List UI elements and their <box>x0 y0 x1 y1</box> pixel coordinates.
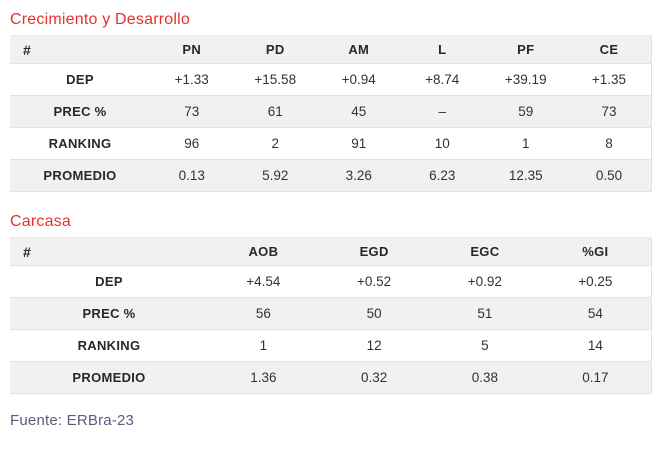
cell: 1.36 <box>250 370 277 385</box>
crecimiento-table: # PN PD AM L PF CE DEP +1.33 +15.58 +0.9… <box>10 35 652 192</box>
cell: 14 <box>587 338 603 353</box>
cell: 1 <box>259 338 268 353</box>
column-header-egd: EGD <box>318 237 430 266</box>
cell: 1 <box>521 136 530 151</box>
cell: 0.13 <box>178 168 205 183</box>
cell: – <box>438 104 446 119</box>
table-row-ranking: RANKING 1 12 5 14 <box>10 330 651 362</box>
cell: +0.92 <box>467 274 502 289</box>
row-label: RANKING <box>77 338 141 353</box>
cell: 91 <box>351 136 367 151</box>
section-title-crecimiento: Crecimiento y Desarrollo <box>10 11 190 28</box>
table-row-promedio: PROMEDIO 0.13 5.92 3.26 6.23 12.35 0.50 <box>10 159 651 192</box>
table-header-row: # PN PD AM L PF CE <box>10 35 651 64</box>
column-header-am: AM <box>317 35 401 64</box>
cell: 45 <box>351 104 367 119</box>
cell: 96 <box>184 136 200 151</box>
row-label: DEP <box>66 72 94 87</box>
cell: +15.58 <box>254 72 297 87</box>
table-row-dep: DEP +1.33 +15.58 +0.94 +8.74 +39.19 +1.3… <box>10 64 651 96</box>
cell: +0.25 <box>578 274 613 289</box>
column-header-pd: PD <box>233 35 317 64</box>
cell: 5.92 <box>262 168 289 183</box>
row-label: PREC % <box>82 306 136 321</box>
cell: 61 <box>267 104 283 119</box>
column-header-aob: AOB <box>208 237 319 266</box>
column-header-egc: EGC <box>429 237 541 266</box>
cell: 6.23 <box>429 168 456 183</box>
cell: 12 <box>366 338 382 353</box>
table-row-ranking: RANKING 96 2 91 10 1 8 <box>10 128 651 160</box>
cell: 54 <box>587 306 603 321</box>
row-label: RANKING <box>48 136 112 151</box>
row-label: PROMEDIO <box>43 168 117 183</box>
cell: 50 <box>366 306 382 321</box>
report-page: Crecimiento y Desarrollo # PN PD AM L PF… <box>10 11 652 429</box>
cell: 0.32 <box>360 370 388 385</box>
row-label: PROMEDIO <box>72 370 146 385</box>
column-header-pf: PF <box>484 35 568 64</box>
cell: 59 <box>518 104 534 119</box>
cell: +8.74 <box>425 72 460 87</box>
cell: 73 <box>601 104 617 119</box>
table-row-prec: PREC % 56 50 51 54 <box>10 297 651 330</box>
table-header-row: # AOB EGD EGC %GI <box>10 237 651 266</box>
cell: 8 <box>605 136 613 151</box>
cell: +1.35 <box>591 72 627 87</box>
cell: 73 <box>184 104 200 119</box>
cell: 5 <box>481 338 489 353</box>
carcasa-table: # AOB EGD EGC %GI DEP +4.54 +0.52 +0.92 … <box>10 237 652 394</box>
row-label: PREC % <box>53 104 107 119</box>
cell: +39.19 <box>504 72 547 87</box>
cell: 12.35 <box>508 168 543 183</box>
section-title-carcasa: Carcasa <box>10 213 71 230</box>
column-header-pn: PN <box>150 35 234 64</box>
table-row-prec: PREC % 73 61 45 – 59 73 <box>10 95 651 128</box>
cell: 0.50 <box>595 168 623 183</box>
table-row-dep: DEP +4.54 +0.52 +0.92 +0.25 <box>10 266 651 298</box>
cell: 0.38 <box>471 370 499 385</box>
corner-header: # <box>10 35 150 64</box>
row-label: DEP <box>95 274 123 289</box>
cell: 56 <box>255 306 271 321</box>
cell: 0.17 <box>582 370 609 385</box>
cell: +0.94 <box>341 72 376 87</box>
corner-header: # <box>10 237 208 266</box>
table-row-promedio: PROMEDIO 1.36 0.32 0.38 0.17 <box>10 361 651 394</box>
cell: 51 <box>477 306 493 321</box>
cell: +4.54 <box>246 274 281 289</box>
cell: 10 <box>434 136 450 151</box>
cell: +1.33 <box>174 72 209 87</box>
column-header-ce: CE <box>567 35 651 64</box>
cell: 3.26 <box>345 168 372 183</box>
column-header-l: L <box>400 35 484 64</box>
cell: 2 <box>271 136 279 151</box>
cell: +0.52 <box>357 274 392 289</box>
source-note: Fuente: ERBra-23 <box>10 412 135 429</box>
column-header-gi: %GI <box>540 237 651 266</box>
